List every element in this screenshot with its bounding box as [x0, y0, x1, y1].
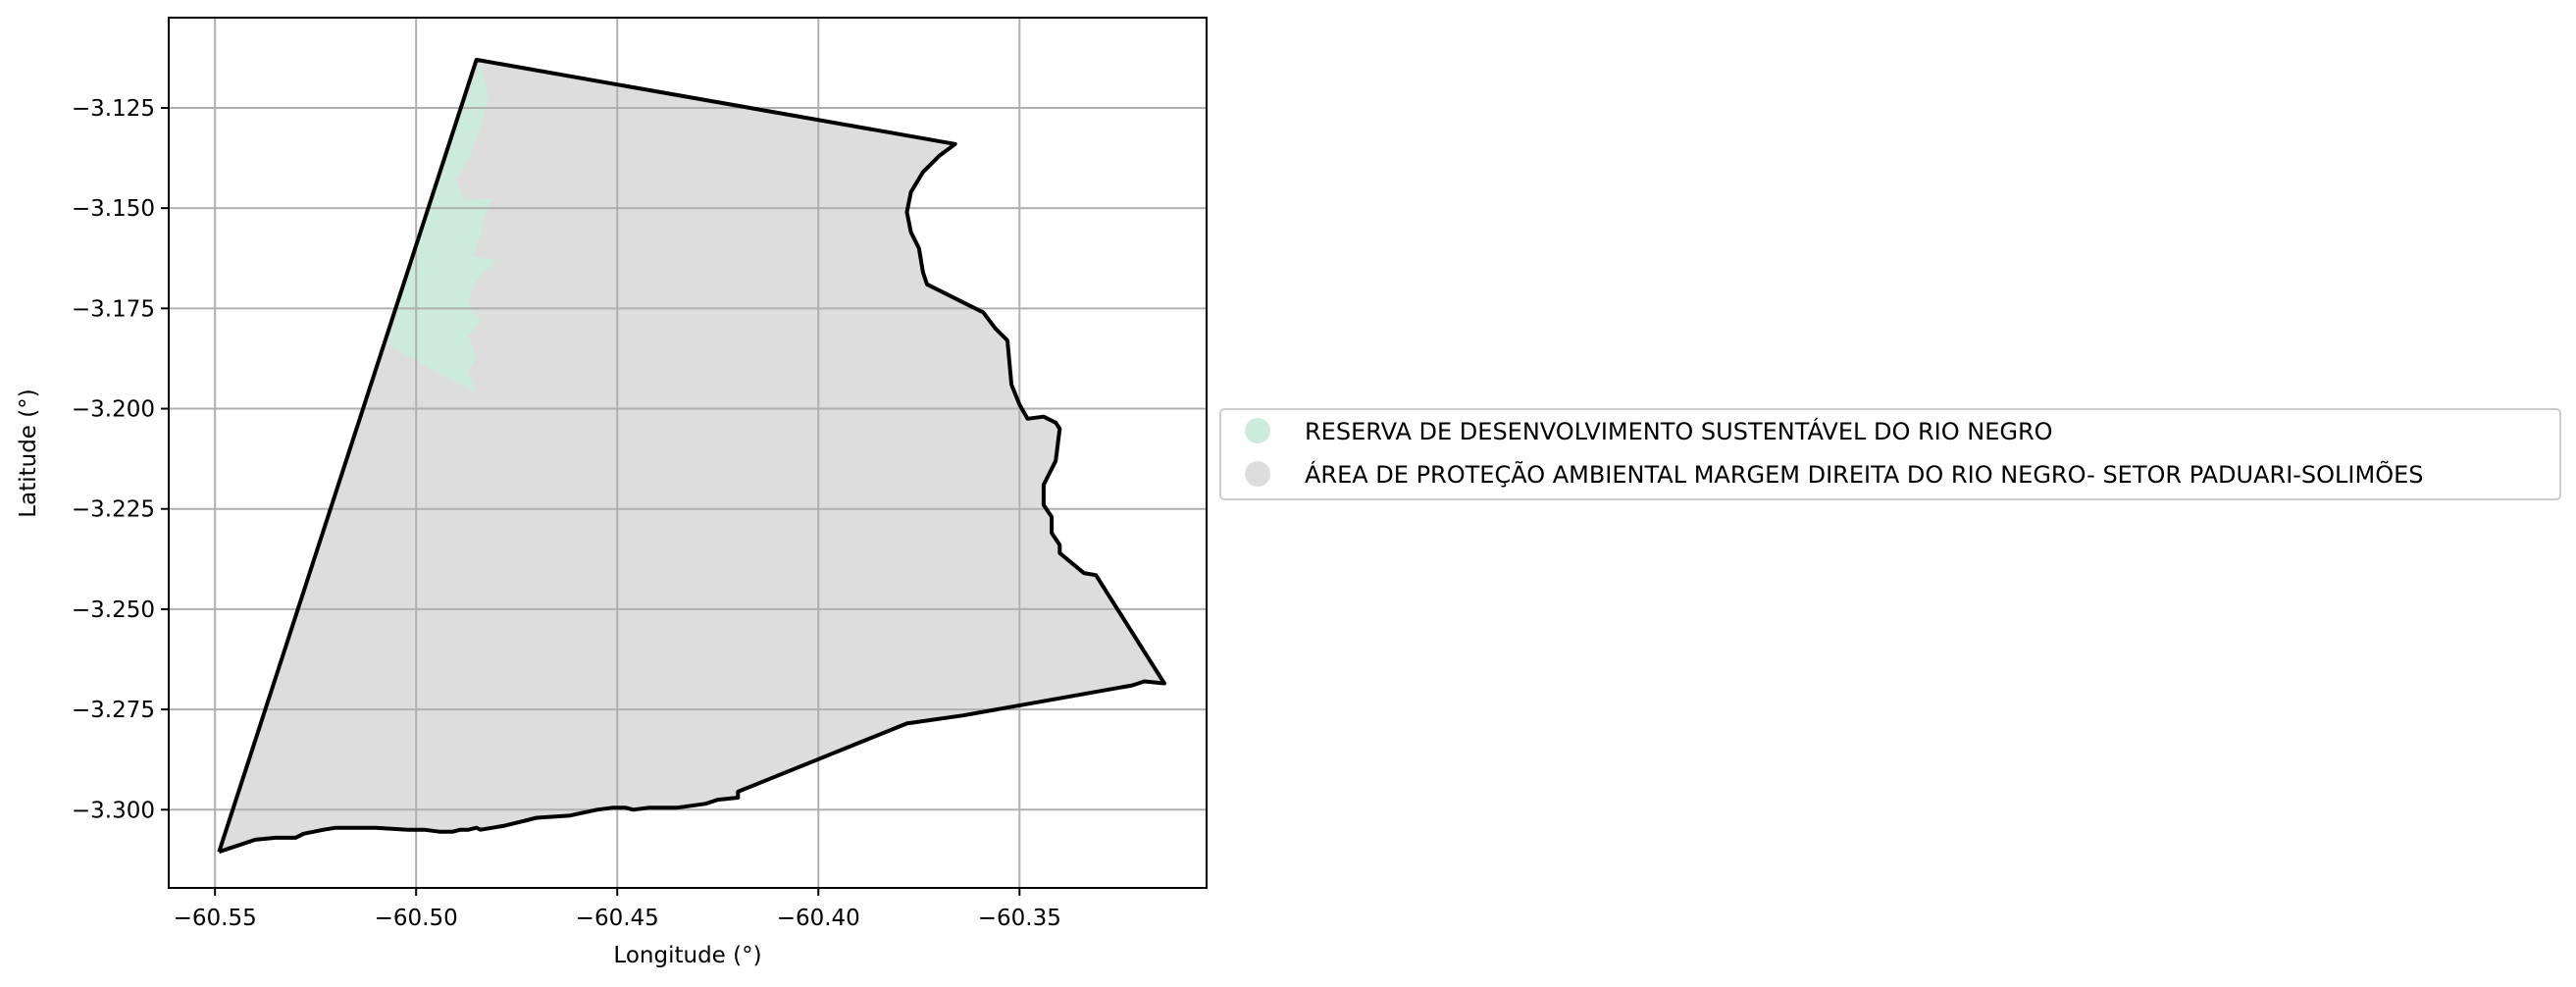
x-axis-label: Longitude (°) [613, 943, 761, 968]
x-axis: −60.55 −60.50 −60.45 −60.40 −60.35 [174, 888, 1061, 931]
y-axis: −3.125 −3.150 −3.175 −3.200 −3.225 −3.250 −3.2… [72, 96, 169, 823]
x-tick-label-0: −60.55 [174, 906, 257, 931]
y-tick-label-0: −3.125 [72, 96, 155, 122]
legend-label-apa-margem-direita: ÁREA DE PROTEÇÃO AMBIENTAL MARGEM DIREIT… [1305, 459, 2424, 489]
legend-label-rds-rio-negro: RESERVA DE DESENVOLVIMENTO SUSTENTÁVEL D… [1305, 417, 2053, 445]
y-tick-label-4: −3.225 [72, 497, 155, 523]
y-axis-label: Latitude (°) [16, 389, 41, 517]
x-tick-label-1: −60.50 [375, 906, 458, 931]
y-tick-label-7: −3.300 [72, 798, 155, 823]
legend-marker-apa-margem-direita [1245, 461, 1270, 487]
x-tick-label-2: −60.45 [576, 906, 659, 931]
plot-area [168, 17, 1208, 889]
y-tick-label-5: −3.250 [72, 597, 155, 623]
y-tick-label-3: −3.200 [72, 397, 155, 423]
legend-frame [1219, 408, 2561, 500]
y-tick-label-1: −3.150 [72, 196, 155, 222]
x-tick-label-3: −60.40 [777, 906, 860, 931]
boundary-layer [217, 57, 1166, 855]
grid-layer [169, 18, 1207, 888]
boundary-outline [217, 57, 1166, 855]
plot-frame [168, 17, 1208, 889]
y-tick-label-6: −3.275 [72, 698, 155, 723]
x-tick-label-4: −60.35 [978, 906, 1061, 931]
areas-layer [219, 59, 1164, 853]
y-tick-label-2: −3.175 [72, 296, 155, 322]
legend-marker-rds-rio-negro [1245, 418, 1270, 443]
legend: RESERVA DE DESENVOLVIMENTO SUSTENTÁVEL D… [1219, 408, 2561, 500]
area-rds-rio-negro [387, 64, 497, 393]
